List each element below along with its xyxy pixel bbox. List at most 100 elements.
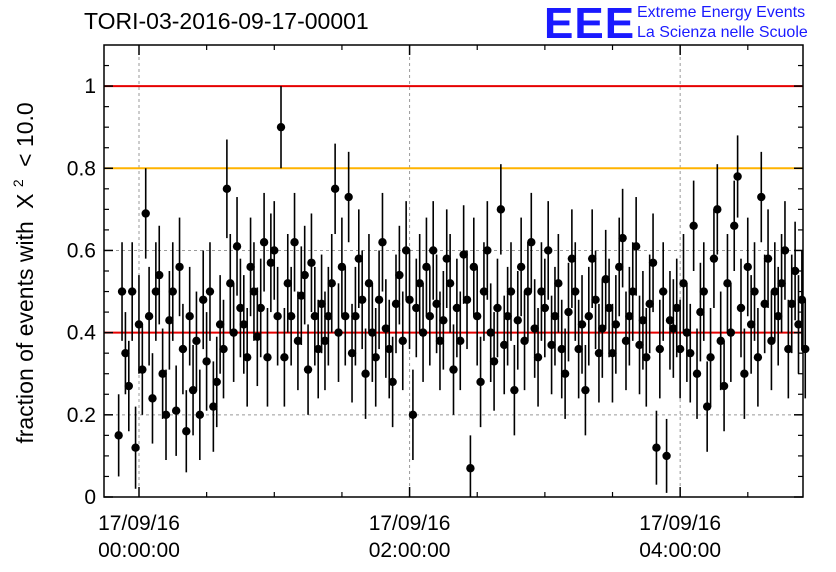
data-point (476, 377, 485, 387)
data-point (496, 205, 506, 214)
eee-logo-mark: EEE (544, 0, 636, 48)
data-point (533, 353, 543, 362)
data-point (557, 344, 566, 354)
data-point (175, 262, 184, 272)
data-point (286, 312, 296, 321)
data-point (638, 316, 648, 325)
data-point (412, 303, 421, 313)
data-point (753, 353, 763, 362)
data-point (148, 394, 157, 403)
data-point (121, 348, 130, 358)
data-point (706, 353, 715, 362)
data-point (631, 242, 641, 251)
data-point (398, 336, 407, 346)
y-tick-label: 0.2 (67, 404, 96, 427)
data-point (385, 344, 394, 354)
data-point (168, 287, 177, 296)
data-point (594, 348, 604, 358)
data-point (797, 295, 807, 304)
data-point (757, 192, 766, 202)
y-axis-label-threshold: < 10.0 (12, 102, 38, 167)
data-point (547, 340, 556, 350)
data-point (787, 299, 796, 309)
data-point (361, 369, 370, 378)
data-point (280, 353, 289, 362)
y-tick-label: 0.4 (67, 322, 97, 345)
reference-lines (104, 85, 803, 334)
data-point (144, 312, 154, 321)
data-point (161, 410, 171, 420)
data-point (239, 320, 248, 329)
data-point (276, 122, 286, 132)
data-point (219, 344, 228, 354)
data-point (567, 254, 577, 263)
x-tick-label-date: 17/09/16 (98, 512, 180, 535)
data-point (246, 262, 255, 272)
data-point (442, 254, 451, 263)
data-point (124, 381, 134, 391)
data-point (391, 299, 401, 309)
data-point (682, 328, 692, 337)
data-point (185, 312, 194, 321)
data-point (138, 365, 147, 374)
data-point (192, 336, 201, 346)
data-point (408, 410, 418, 420)
data-point (357, 295, 367, 304)
data-point (537, 287, 546, 296)
data-point (459, 250, 468, 259)
data-point (628, 287, 637, 296)
data-point (290, 238, 299, 247)
data-point (171, 406, 181, 415)
data-point (188, 385, 198, 395)
data-point (354, 254, 363, 263)
y-axis-label-symbol: X (12, 193, 38, 208)
data-point (560, 369, 570, 378)
data-point (489, 357, 499, 366)
data-point (422, 262, 431, 272)
data-point (520, 336, 529, 346)
data-point (675, 344, 685, 354)
data-point (327, 279, 336, 288)
data-point (337, 262, 347, 272)
data-point (669, 324, 678, 333)
data-point (702, 402, 712, 411)
plot-frame (103, 44, 804, 498)
data-point (344, 192, 353, 202)
data-point (445, 279, 455, 288)
data-point (425, 312, 435, 321)
data-point (686, 348, 695, 358)
data-point (510, 385, 519, 395)
data-point (401, 246, 411, 255)
data-point (462, 295, 472, 304)
data-point (320, 336, 330, 346)
data-point (270, 246, 279, 255)
data-point (581, 385, 590, 395)
data-points (114, 86, 810, 497)
data-point (199, 295, 208, 304)
data-point (341, 312, 350, 321)
data-point (256, 303, 265, 313)
data-point (604, 303, 614, 313)
data-point (723, 279, 732, 288)
logo-text-line1: Extreme Energy Events (637, 4, 806, 21)
data-point (266, 258, 276, 267)
data-point (726, 328, 736, 337)
data-point (784, 344, 793, 354)
data-point (317, 299, 326, 309)
data-point (479, 287, 489, 296)
data-point (672, 303, 681, 313)
data-point (435, 336, 445, 346)
data-point (486, 328, 495, 337)
data-point (591, 295, 600, 304)
data-point (273, 312, 282, 321)
data-point (466, 464, 475, 473)
data-point (314, 344, 323, 354)
data-point (215, 320, 225, 329)
data-point (642, 353, 651, 362)
data-point (195, 410, 205, 420)
data-point (449, 365, 458, 374)
x-tick-label-time: 02:00:00 (369, 539, 451, 562)
data-point (134, 320, 144, 329)
data-point (212, 377, 221, 387)
